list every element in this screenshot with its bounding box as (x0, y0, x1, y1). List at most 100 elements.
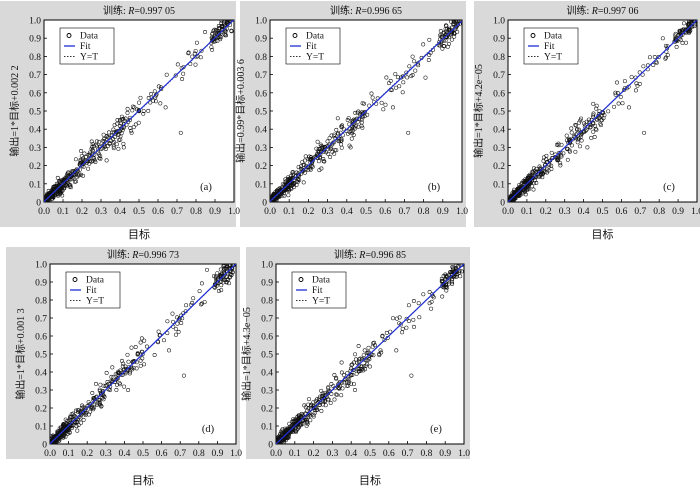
panel-label: (a) (200, 182, 212, 193)
data-point (47, 194, 52, 199)
chart-title: 训练: R=0.997 05 (103, 4, 175, 17)
data-point (442, 31, 447, 35)
legend-data-label: Data (80, 32, 99, 42)
data-point (308, 167, 313, 172)
data-point (216, 289, 221, 293)
data-point (110, 365, 115, 370)
data-point (114, 142, 119, 147)
data-point (600, 118, 604, 123)
data-point (222, 32, 227, 37)
data-point (104, 158, 109, 163)
data-point (334, 392, 339, 397)
data-point (441, 274, 446, 278)
data-point (353, 352, 358, 357)
data-point (175, 321, 180, 326)
x-tick-label: 1.0 (458, 449, 470, 459)
y-axis-label: 输出=1*目标+4.3e−05 (240, 307, 253, 401)
x-tick-label: 0.4 (118, 449, 130, 459)
data-point (362, 357, 367, 362)
data-point (286, 435, 291, 440)
data-point (74, 179, 78, 184)
y-tick-label: 0.6 (261, 333, 273, 343)
data-point (549, 163, 554, 168)
data-point (115, 372, 120, 377)
data-point (159, 87, 164, 91)
data-point (138, 358, 143, 363)
x-tick-label: 0.1 (57, 207, 69, 217)
data-point (339, 393, 344, 398)
legend-yt-label: Y=T (86, 297, 104, 307)
data-point (421, 292, 426, 297)
chart-title-var: R (127, 6, 134, 17)
data-point (280, 441, 285, 444)
data-point (286, 433, 291, 438)
data-point (149, 91, 154, 96)
y-tick-label: 0.8 (29, 53, 41, 63)
data-point (134, 366, 139, 371)
data-point (326, 151, 331, 156)
legend-data-label: Data (86, 276, 105, 286)
data-point (379, 100, 384, 105)
data-point (224, 280, 229, 285)
data-point (528, 181, 533, 186)
data-point (311, 400, 316, 405)
data-point (92, 402, 97, 407)
data-point (325, 139, 330, 144)
data-point (362, 110, 367, 115)
data-point (315, 407, 320, 412)
data-point (199, 48, 204, 53)
y-tick-label: 0.7 (35, 315, 47, 325)
data-point (104, 140, 109, 145)
data-point (317, 168, 322, 173)
data-point (132, 359, 137, 364)
data-point (306, 406, 311, 411)
data-point (44, 194, 49, 198)
data-point (417, 315, 422, 320)
data-point (365, 358, 370, 363)
legend-data-marker (530, 33, 536, 38)
data-point (449, 20, 454, 24)
data-point (301, 180, 306, 185)
data-point (598, 121, 603, 126)
data-point (350, 362, 355, 367)
y-tick-label: 0.9 (493, 35, 505, 45)
data-point (447, 26, 452, 31)
data-point (363, 367, 367, 372)
data-point (216, 24, 221, 28)
y-tick-label: 0.8 (255, 53, 267, 63)
data-point (454, 264, 459, 268)
data-point (545, 167, 549, 172)
data-point (335, 116, 340, 121)
data-point (300, 421, 305, 426)
data-point (342, 380, 347, 385)
data-point (63, 183, 68, 188)
y-tick-label: 1.0 (493, 17, 505, 27)
data-point (531, 187, 536, 192)
data-point (97, 398, 102, 403)
y-tick-label: 0.7 (493, 71, 505, 81)
data-point (115, 371, 120, 375)
y-tick-label: 0.4 (261, 369, 273, 379)
data-point (441, 44, 446, 48)
y-axis-label: 输出=1*目标+0.002 2 (8, 65, 21, 156)
data-point (370, 95, 375, 100)
data-point (178, 130, 183, 135)
legend-data-label: Data (312, 276, 331, 286)
data-point (101, 397, 106, 402)
data-point (290, 170, 295, 175)
data-point (74, 424, 79, 429)
data-point (674, 44, 679, 49)
data-point (129, 128, 134, 133)
y-tick-label: 0.5 (255, 108, 267, 118)
data-point (578, 144, 582, 149)
chart-title: 训练: R=0.996 73 (107, 248, 179, 261)
data-point (190, 300, 195, 305)
data-point (685, 22, 690, 27)
legend-data-marker (298, 277, 304, 282)
data-point (296, 413, 301, 418)
data-point (363, 109, 368, 114)
data-point (90, 391, 95, 395)
y-tick-label: 0.9 (29, 35, 41, 45)
y-tick-label: 0.9 (261, 279, 273, 289)
x-tick-label: 0.5 (137, 449, 149, 459)
